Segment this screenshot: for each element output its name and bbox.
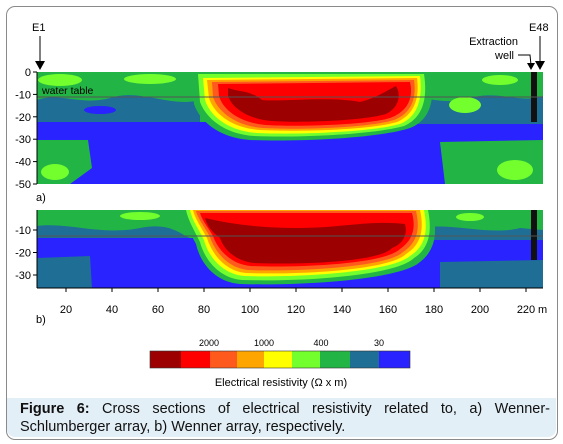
distance-tick-4: 100 — [241, 304, 259, 316]
distance-tick-6: 140 — [333, 304, 351, 316]
distance-axis: 20 40 60 80 100 120 140 160 180 200 220 … — [60, 288, 547, 316]
caption-box — [7, 398, 556, 437]
figure-caption: Figure 6: Cross sections of electrical r… — [20, 400, 550, 436]
colorbar: 2000 1000 400 30 Electrical resistivity … — [149, 338, 411, 389]
distance-tick-2: 60 — [152, 304, 164, 316]
colorbar-label: Electrical resistivity (Ω x m) — [215, 377, 347, 389]
depth-tick-a-2: -20 — [15, 112, 31, 124]
colorbar-swatch-6 — [320, 351, 350, 368]
panel-a-axes: 0 -10 -20 -30 -40 -50 — [15, 67, 38, 191]
extraction-well-label-2: well — [494, 50, 514, 62]
colorbar-swatch-4 — [264, 351, 292, 368]
colorbar-swatch-5 — [292, 351, 320, 368]
depth-tick-a-5: -50 — [15, 179, 31, 191]
electrode-e48-label: E48 — [529, 22, 549, 34]
panel-a-section — [37, 72, 543, 184]
distance-tick-8: 180 — [425, 304, 443, 316]
panel-b-section — [37, 210, 543, 288]
distance-tick-3: 80 — [198, 304, 210, 316]
colorbar-tick-2: 400 — [313, 338, 328, 348]
depth-tick-a-3: -30 — [15, 134, 31, 146]
depth-tick-b-1: -20 — [15, 248, 31, 260]
distance-tick-10: 220 — [517, 304, 535, 316]
extraction-well-pointer — [518, 54, 532, 66]
colorbar-swatch-1 — [181, 351, 210, 368]
colorbar-swatch-3 — [237, 351, 264, 368]
panel-b-label: b) — [36, 314, 46, 326]
extraction-well-label-1: Extraction — [469, 36, 518, 48]
distance-tick-5: 120 — [287, 304, 305, 316]
distance-tick-9: 200 — [471, 304, 489, 316]
distance-tick-7: 160 — [379, 304, 397, 316]
colorbar-tick-0: 2000 — [199, 338, 219, 348]
water-table-label: water table — [41, 85, 94, 97]
caption-prefix: Figure 6: — [20, 401, 90, 417]
colorbar-tick-3: 30 — [374, 338, 384, 348]
colorbar-tick-1: 1000 — [254, 338, 274, 348]
depth-tick-b-0: -10 — [15, 225, 31, 237]
depth-tick-b-2: -30 — [15, 270, 31, 282]
distance-tick-0: 20 — [60, 304, 72, 316]
caption-text: Cross sections of electrical resistivity… — [20, 401, 551, 435]
depth-tick-a-1: -10 — [15, 89, 31, 101]
distance-unit: m — [538, 304, 547, 316]
colorbar-swatch-7 — [350, 351, 379, 368]
colorbar-swatch-2 — [210, 351, 237, 368]
electrode-e1-label: E1 — [32, 22, 45, 34]
panel-b-axes: -10 -20 -30 — [15, 210, 543, 289]
depth-tick-a-4: -40 — [15, 157, 31, 169]
depth-tick-a-0: 0 — [25, 67, 31, 79]
colorbar-swatch-8 — [379, 351, 410, 368]
colorbar-swatch-0 — [150, 351, 181, 368]
distance-tick-1: 40 — [106, 304, 118, 316]
panel-a-label: a) — [36, 192, 46, 204]
electrode-e48-arrow — [535, 61, 545, 70]
electrode-e1-arrow — [35, 61, 45, 70]
